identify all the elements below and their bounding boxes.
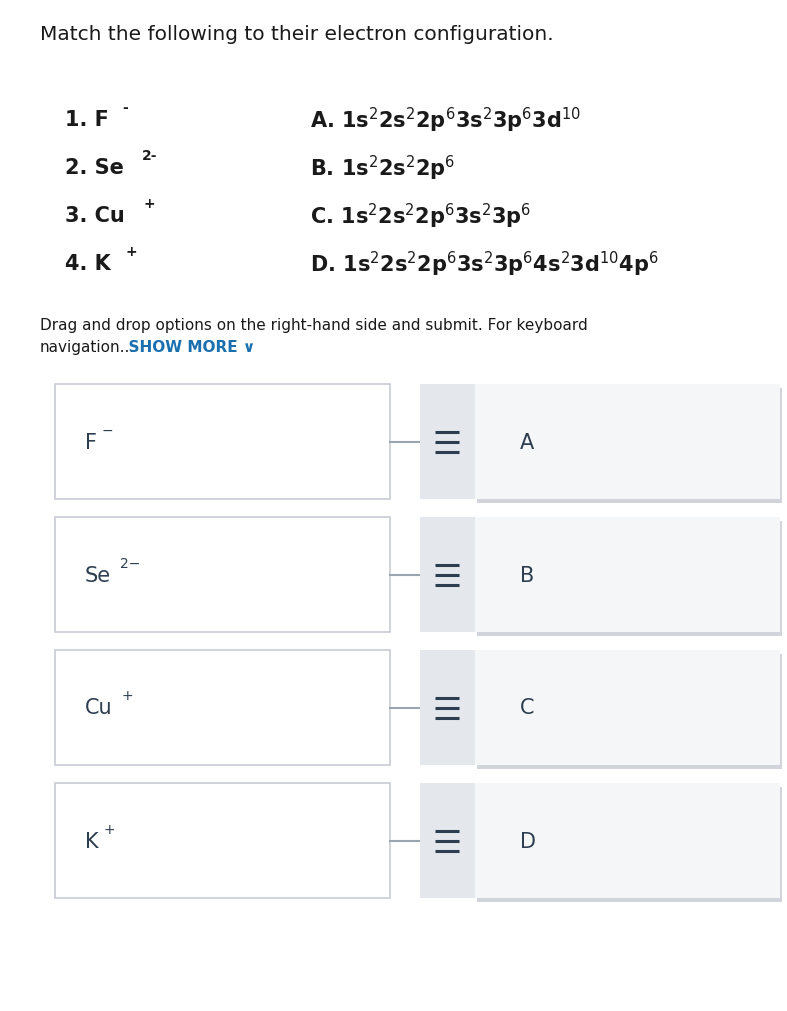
Text: +: +	[122, 688, 133, 703]
Text: K: K	[85, 831, 98, 850]
Text: B. 1s$^{2}$2s$^{2}$2p$^{6}$: B. 1s$^{2}$2s$^{2}$2p$^{6}$	[310, 154, 455, 182]
Text: +: +	[143, 197, 155, 210]
Bar	[55, 384, 390, 499]
Text: C. 1s$^{2}$2s$^{2}$2p$^{6}$3s$^{2}$3p$^{6}$: C. 1s$^{2}$2s$^{2}$2p$^{6}$3s$^{2}$3p$^{…	[310, 201, 531, 231]
Bar	[420, 784, 475, 898]
Text: Se: Se	[85, 565, 111, 585]
Bar	[55, 784, 390, 898]
Text: SHOW MORE ∨: SHOW MORE ∨	[118, 340, 255, 355]
Text: Drag and drop options on the right-hand side and submit. For keyboard: Drag and drop options on the right-hand …	[40, 317, 588, 333]
Bar	[55, 518, 390, 632]
Text: A: A	[520, 432, 534, 452]
Bar	[477, 788, 782, 902]
Text: B: B	[520, 565, 534, 585]
Bar	[475, 384, 780, 499]
Bar	[475, 784, 780, 898]
Bar	[420, 518, 475, 632]
Text: −: −	[102, 423, 113, 437]
Text: 2. Se: 2. Se	[65, 158, 124, 178]
Bar	[55, 650, 390, 765]
Bar	[477, 388, 782, 503]
Text: 2−: 2−	[120, 556, 140, 570]
Bar	[420, 384, 475, 499]
Text: -: -	[123, 101, 128, 115]
Text: 4. K: 4. K	[65, 254, 111, 274]
Text: navigation...: navigation...	[40, 340, 135, 355]
Bar	[475, 650, 780, 765]
Bar	[477, 522, 782, 636]
Bar	[475, 518, 780, 632]
Text: Match the following to their electron configuration.: Match the following to their electron co…	[40, 25, 553, 43]
Text: D. 1s$^{2}$2s$^{2}$2p$^{6}$3s$^{2}$3p$^{6}$4s$^{2}$3d$^{10}$4p$^{6}$: D. 1s$^{2}$2s$^{2}$2p$^{6}$3s$^{2}$3p$^{…	[310, 249, 659, 278]
Text: C: C	[520, 698, 534, 718]
Text: 2-: 2-	[142, 149, 157, 163]
Text: D: D	[520, 831, 536, 850]
Text: 1. F: 1. F	[65, 110, 109, 129]
Text: Cu: Cu	[85, 698, 113, 718]
Text: 3. Cu: 3. Cu	[65, 206, 125, 225]
Bar	[477, 654, 782, 769]
Bar	[420, 650, 475, 765]
Text: +: +	[125, 245, 137, 259]
Text: F: F	[85, 432, 97, 452]
Text: A. 1s$^{2}$2s$^{2}$2p$^{6}$3s$^{2}$3p$^{6}$3d$^{10}$: A. 1s$^{2}$2s$^{2}$2p$^{6}$3s$^{2}$3p$^{…	[310, 105, 581, 134]
Text: +: +	[104, 822, 115, 836]
